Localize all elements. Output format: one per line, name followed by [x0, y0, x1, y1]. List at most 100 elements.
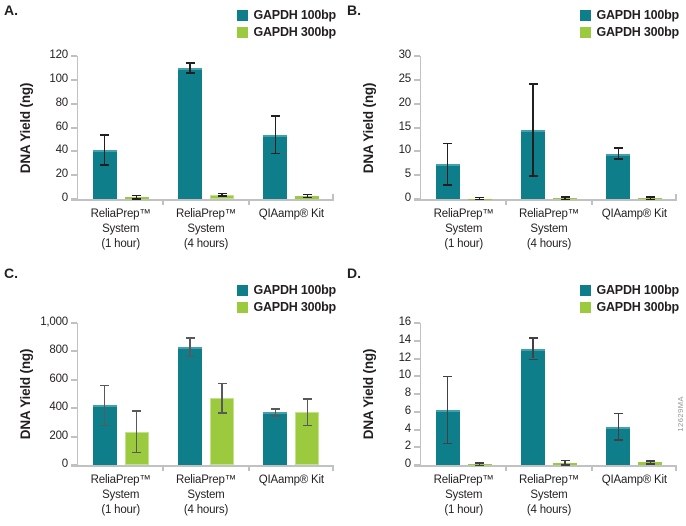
error-bar-cap-bottom — [100, 424, 110, 427]
y-tick-label: 80 — [55, 96, 69, 109]
error-bar-line — [221, 194, 223, 196]
error-bar-cap-top — [302, 398, 312, 400]
error-bar-cap-bottom — [613, 158, 623, 160]
category-label-line: System — [187, 223, 225, 235]
panel-letter-c: C. — [4, 265, 18, 281]
category-label-line: ReliaPrep™ — [519, 474, 579, 486]
panel-b: B. DNA Yield (ng) 0 5 10 15 20 25 30 ReliaPrep™ S… — [343, 0, 686, 263]
y-tick — [71, 407, 77, 410]
figure-number-watermark: 12629MA — [676, 396, 685, 432]
y-tick — [71, 55, 77, 57]
error-bar-cap-bottom — [100, 164, 110, 166]
error-bar-line — [221, 384, 223, 413]
error-bar-line — [306, 399, 309, 425]
x-axis-divider-tick — [590, 201, 593, 205]
y-tick — [414, 410, 420, 413]
y-tick-label: 1,000 — [40, 316, 68, 328]
error-bar-cap-bottom — [475, 198, 485, 201]
category-label-line: QIAamp® Kit — [601, 208, 667, 220]
x-axis-divider-tick — [247, 467, 250, 471]
error-bar-line — [306, 195, 309, 197]
error-bar-line — [564, 197, 566, 199]
category-label: QIAamp® Kit — [574, 473, 686, 488]
y-tick-label: 600 — [49, 372, 68, 385]
category-label-line: System — [445, 489, 483, 501]
y-tick — [414, 102, 420, 105]
y-tick-label: 60 — [55, 120, 69, 133]
category-label-line: ReliaPrep™ — [519, 208, 579, 220]
category-label-line: QIAamp® Kit — [258, 208, 324, 220]
category-label: ReliaPrep™ System (1 hour) — [61, 207, 181, 252]
bar-gapdh-100bp — [521, 348, 545, 465]
error-bar-cap-bottom — [302, 424, 312, 427]
bar-gapdh-100bp — [606, 153, 631, 199]
y-tick-label: 30 — [398, 49, 412, 61]
y-tick-label: 200 — [49, 429, 68, 442]
error-bar-cap-bottom — [443, 442, 453, 445]
category-label: QIAamp® Kit — [574, 207, 686, 222]
category-label: ReliaPrep™ System (1 hour) — [404, 207, 524, 252]
error-bar-cap-bottom — [270, 152, 280, 155]
panel-d: D. DNA Yield (ng) 0 2 4 6 8 10 12 14 16 ReliaPrep™… — [343, 263, 686, 526]
legend-d: GAPDH 100bp GAPDH 300bp — [580, 283, 679, 314]
error-bar-cap-bottom — [528, 175, 538, 177]
error-bar-line — [532, 84, 534, 176]
category-label-line: (4 hours) — [183, 504, 229, 516]
category-label-line: ReliaPrep™ — [433, 474, 494, 486]
x-axis-line — [414, 465, 677, 467]
chart-a: DNA Yield (ng) 0 20 40 60 80 100 120 ReliaPrep™ S… — [0, 0, 343, 263]
y-tick — [414, 55, 420, 57]
y-tick — [71, 150, 77, 153]
y-tick — [414, 339, 420, 342]
category-label-line: ReliaPrep™ — [176, 474, 236, 486]
x-axis-divider-tick — [247, 201, 250, 205]
legend-label-gapdh-300bp: GAPDH 300bp — [596, 25, 679, 39]
panel-letter-a: A. — [4, 2, 18, 18]
legend-b: GAPDH 100bp GAPDH 300bp — [580, 8, 679, 39]
category-label-line: ReliaPrep™ — [90, 208, 151, 220]
bar-gapdh-100bp — [263, 412, 288, 465]
error-bar-line — [274, 409, 277, 416]
legend-label-gapdh-100bp: GAPDH 100bp — [253, 283, 336, 297]
y-tick — [71, 378, 77, 381]
legend-swatch-gapdh-100bp-icon — [237, 284, 249, 296]
y-tick-label: 6 — [404, 404, 411, 417]
chart-c: DNA Yield (ng) 0 200 400 600 800 1,000 ReliaPre… — [0, 263, 343, 526]
y-tick — [71, 102, 77, 105]
y-tick-label: 12 — [398, 351, 412, 364]
error-bar-line — [532, 338, 534, 359]
y-tick-label: 2 — [404, 440, 411, 453]
error-bar-cap-top — [443, 375, 453, 378]
category-label-line: (1 hour) — [444, 504, 483, 516]
error-bar-line — [649, 461, 652, 464]
error-bar-cap-top — [475, 462, 485, 464]
error-bar-line — [189, 63, 191, 73]
x-axis-end-tick — [332, 194, 334, 199]
y-tick — [414, 322, 420, 324]
error-bar-line — [135, 196, 138, 199]
category-label-line: System — [530, 223, 568, 235]
legend-label-gapdh-100bp: GAPDH 100bp — [253, 8, 336, 22]
y-tick — [414, 428, 420, 431]
category-label: ReliaPrep™ System (4 hours) — [489, 473, 609, 518]
error-bar-line — [617, 414, 620, 440]
error-bar-cap-top — [528, 83, 538, 85]
y-tick — [71, 78, 77, 81]
x-axis-end-tick — [675, 194, 677, 199]
y-tick-label: 20 — [55, 168, 69, 181]
y-tick-label: 0 — [404, 458, 411, 470]
error-bar-cap-top — [645, 460, 655, 462]
error-bar-cap-bottom — [613, 439, 623, 441]
legend-label-gapdh-300bp: GAPDH 300bp — [253, 300, 336, 314]
error-bar-cap-top — [100, 384, 110, 387]
error-bar-cap-bottom — [645, 463, 655, 465]
panel-letter-b: B. — [347, 2, 361, 18]
legend-swatch-gapdh-100bp-icon — [580, 284, 592, 296]
category-label-line: (4 hours) — [183, 238, 229, 250]
category-label-line: System — [102, 223, 140, 235]
category-label-line: (4 hours) — [526, 504, 572, 516]
legend-label-gapdh-300bp: GAPDH 300bp — [596, 300, 679, 314]
y-tick — [71, 174, 77, 177]
error-bar-cap-top — [528, 337, 538, 339]
legend-item-gapdh-100bp: GAPDH 100bp — [580, 8, 679, 22]
